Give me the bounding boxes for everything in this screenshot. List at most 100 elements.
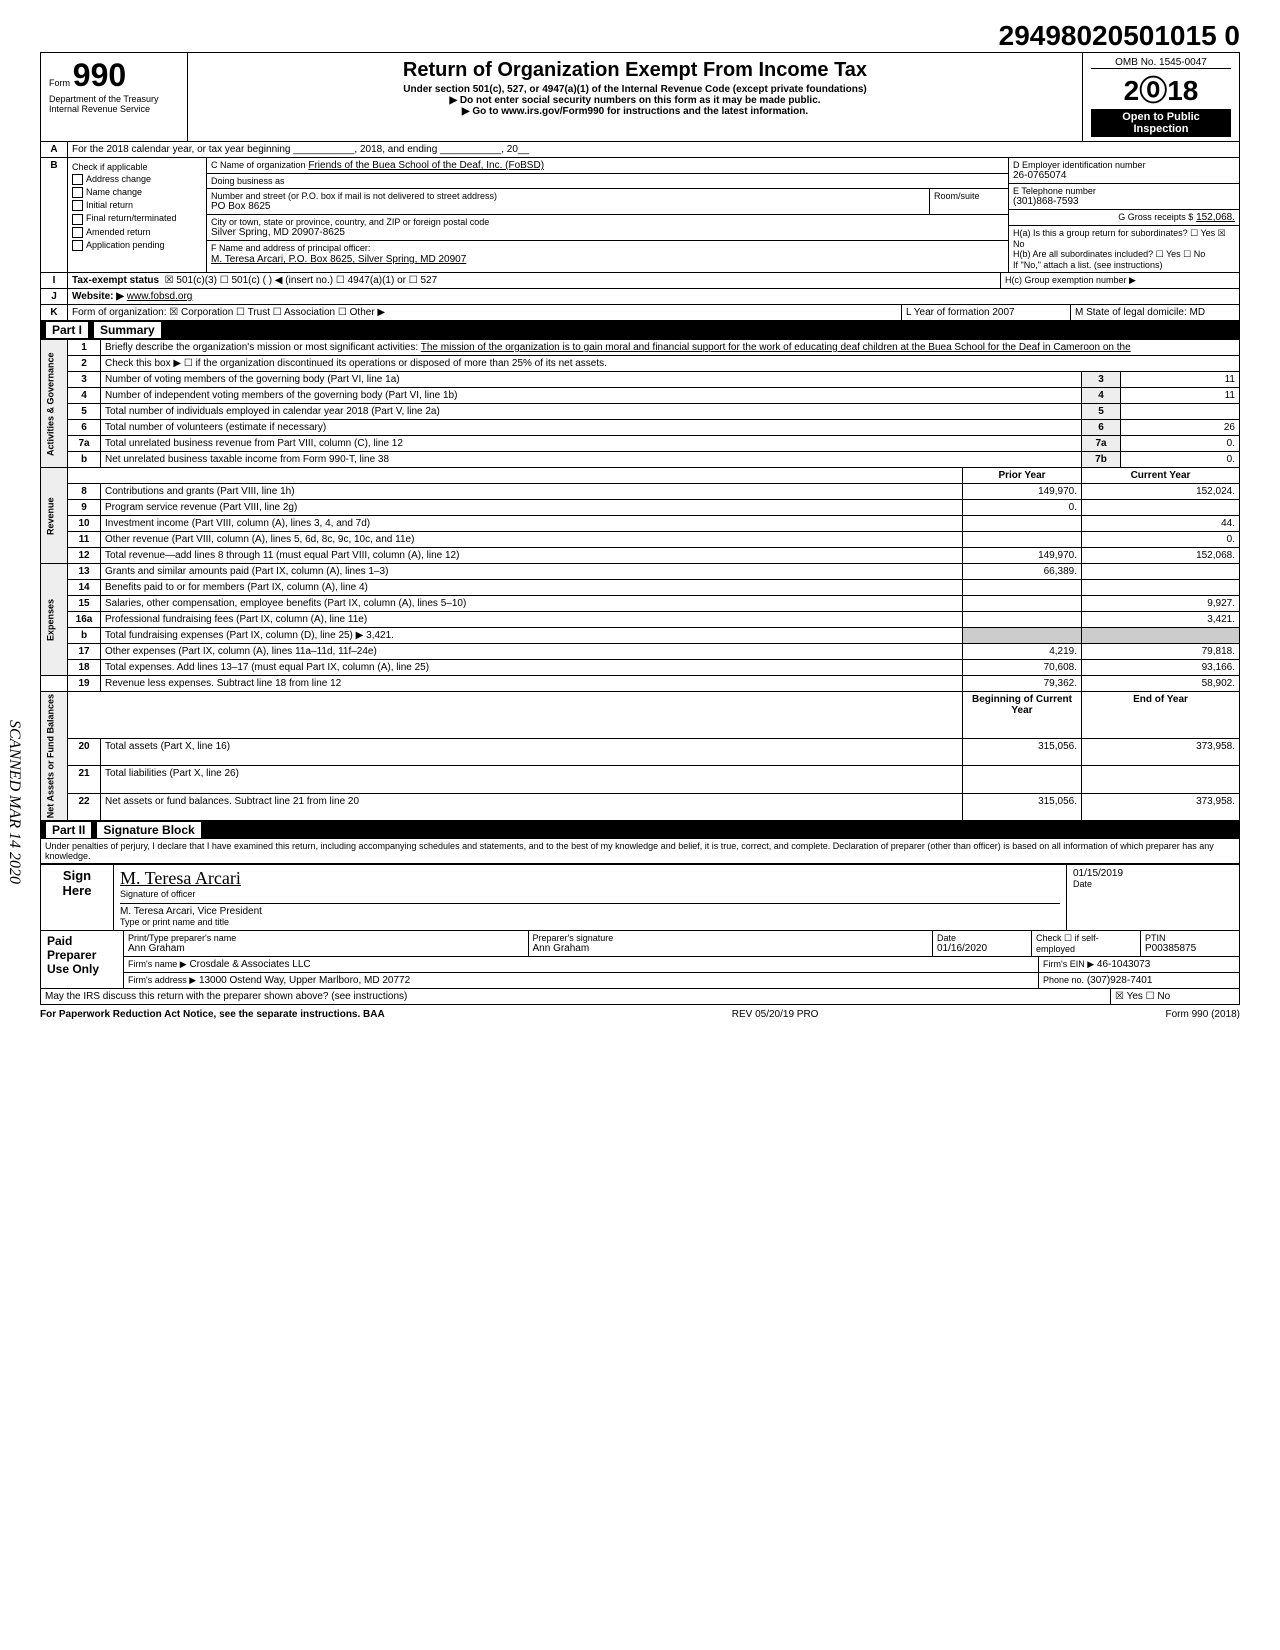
- ln10-prior: [963, 516, 1082, 532]
- ln7b-val: 0.: [1121, 452, 1240, 468]
- ln14-cur: [1082, 580, 1240, 596]
- ln6-val: 26: [1121, 420, 1240, 436]
- col-current: Current Year: [1082, 468, 1240, 484]
- form-goto: ▶ Go to www.irs.gov/Form990 for instruct…: [196, 106, 1074, 117]
- phone-label: Phone no.: [1043, 975, 1084, 985]
- preparer-name: Ann Graham: [128, 943, 524, 954]
- ln10-cur: 44.: [1082, 516, 1240, 532]
- ln10-num: 10: [68, 516, 101, 532]
- line2: Check this box ▶ ☐ if the organization d…: [101, 356, 1240, 372]
- addr-label: Number and street (or P.O. box if mail i…: [211, 191, 925, 201]
- city-state-zip: Silver Spring, MD 20907-8625: [211, 227, 1004, 238]
- paid-preparer-label: Paid Preparer Use Only: [41, 931, 124, 988]
- street-address: PO Box 8625: [211, 201, 925, 212]
- ln21-num: 21: [68, 766, 101, 794]
- form-label: Form: [49, 78, 70, 88]
- ln7a-val: 0.: [1121, 436, 1240, 452]
- chk-amended[interactable]: Amended return: [86, 227, 151, 237]
- dba-label: Doing business as: [207, 174, 1008, 189]
- h-a: H(a) Is this a group return for subordin…: [1013, 228, 1235, 249]
- prep-date-label: Date: [937, 933, 1027, 943]
- ln20-desc: Total assets (Part X, line 16): [101, 738, 963, 766]
- ln16a-num: 16a: [68, 612, 101, 628]
- preparer-date: 01/16/2020: [937, 943, 1027, 954]
- ln17-cur: 79,818.: [1082, 644, 1240, 660]
- ln13-cur: [1082, 564, 1240, 580]
- footer: For Paperwork Reduction Act Notice, see …: [40, 1009, 1240, 1020]
- ln9-num: 9: [68, 500, 101, 516]
- chk-app-pending[interactable]: Application pending: [86, 240, 165, 250]
- ln17-desc: Other expenses (Part IX, column (A), lin…: [101, 644, 963, 660]
- ln3-num: 3: [68, 372, 101, 388]
- ln12-prior: 149,970.: [963, 548, 1082, 564]
- omb-number: OMB No. 1545-0047: [1091, 57, 1231, 69]
- ln12-cur: 152,068.: [1082, 548, 1240, 564]
- discuss-answer[interactable]: ☒ Yes ☐ No: [1110, 989, 1239, 1004]
- ln9-desc: Program service revenue (Part VIII, line…: [101, 500, 963, 516]
- side-revenue: Revenue: [41, 468, 68, 564]
- ln11-num: 11: [68, 532, 101, 548]
- ln4-val: 11: [1121, 388, 1240, 404]
- ln14-desc: Benefits paid to or for members (Part IX…: [101, 580, 963, 596]
- ln14-num: 14: [68, 580, 101, 596]
- chk-name-change[interactable]: Name change: [86, 187, 142, 197]
- ln4-desc: Number of independent voting members of …: [101, 388, 1082, 404]
- website: www.fobsd.org: [127, 291, 193, 302]
- form-of-org: Form of organization: ☒ Corporation ☐ Tr…: [68, 305, 902, 320]
- ln16a-desc: Professional fundraising fees (Part IX, …: [101, 612, 963, 628]
- ln19-num: 19: [68, 676, 101, 692]
- preparer-signature: Ann Graham: [533, 943, 929, 954]
- ln11-prior: [963, 532, 1082, 548]
- part1-table: Activities & Governance 1 Briefly descri…: [40, 339, 1240, 821]
- ln4-box: 4: [1082, 388, 1121, 404]
- chk-initial-return[interactable]: Initial return: [86, 200, 133, 210]
- ln6-box: 6: [1082, 420, 1121, 436]
- chk-final-return[interactable]: Final return/terminated: [86, 213, 177, 223]
- check-self-employed[interactable]: Check ☐ if self-employed: [1032, 931, 1141, 956]
- sig-date: 01/15/2019: [1073, 868, 1233, 879]
- h-c: H(c) Group exemption number ▶: [1001, 273, 1239, 288]
- ln20-prior: 315,056.: [963, 738, 1082, 766]
- open-public: Open to Public: [1122, 111, 1200, 123]
- pra-notice: For Paperwork Reduction Act Notice, see …: [40, 1009, 385, 1020]
- ln11-cur: 0.: [1082, 532, 1240, 548]
- h-b-note: If "No," attach a list. (see instruction…: [1013, 260, 1235, 270]
- ln7a-box: 7a: [1082, 436, 1121, 452]
- ein: 26-0765074: [1013, 170, 1235, 181]
- firm-ein-label: Firm's EIN ▶: [1043, 959, 1094, 969]
- ptin-label: PTIN: [1145, 933, 1235, 943]
- ln13-num: 13: [68, 564, 101, 580]
- d-label: D Employer identification number: [1013, 160, 1235, 170]
- part2-title: Signature Block: [97, 822, 200, 838]
- perjury-statement: Under penalties of perjury, I declare th…: [40, 839, 1240, 864]
- ln21-desc: Total liabilities (Part X, line 26): [101, 766, 963, 794]
- officer-name-title: M. Teresa Arcari, Vice President: [120, 906, 262, 917]
- website-label: Website: ▶: [72, 291, 124, 302]
- h-b: H(b) Are all subordinates included? ☐ Ye…: [1013, 249, 1235, 260]
- ln18-cur: 93,166.: [1082, 660, 1240, 676]
- form-footer: Form 990 (2018): [1166, 1009, 1240, 1020]
- col-end: End of Year: [1082, 692, 1240, 739]
- ln6-num: 6: [68, 420, 101, 436]
- chk-address-change[interactable]: Address change: [86, 174, 151, 184]
- label-j: J: [41, 289, 68, 304]
- tax-exempt-status: ☒ 501(c)(3) ☐ 501(c) ( ) ◀ (insert no.) …: [165, 275, 438, 286]
- ln9-prior: 0.: [963, 500, 1082, 516]
- ln10-desc: Investment income (Part VIII, column (A)…: [101, 516, 963, 532]
- firm-phone: (307)928-7401: [1087, 975, 1153, 986]
- ln22-cur: 373,958.: [1082, 793, 1240, 821]
- line-a-text: For the 2018 calendar year, or tax year …: [68, 142, 1239, 157]
- ln16b-num: b: [68, 628, 101, 644]
- part1-header: Part ISummary: [40, 321, 1240, 339]
- label-b: B: [41, 158, 68, 272]
- col-beginning: Beginning of Current Year: [963, 692, 1082, 739]
- ln3-val: 11: [1121, 372, 1240, 388]
- ln17-prior: 4,219.: [963, 644, 1082, 660]
- ln9-cur: [1082, 500, 1240, 516]
- ln7a-desc: Total unrelated business revenue from Pa…: [101, 436, 1082, 452]
- side-expenses: Expenses: [41, 564, 68, 676]
- signature-block: Sign Here M. Teresa Arcari Signature of …: [40, 864, 1240, 989]
- mission-text: The mission of the organization is to ga…: [421, 342, 1131, 353]
- ln22-desc: Net assets or fund balances. Subtract li…: [101, 793, 963, 821]
- scanned-stamp: SCANNED MAR 14 2020: [5, 720, 23, 884]
